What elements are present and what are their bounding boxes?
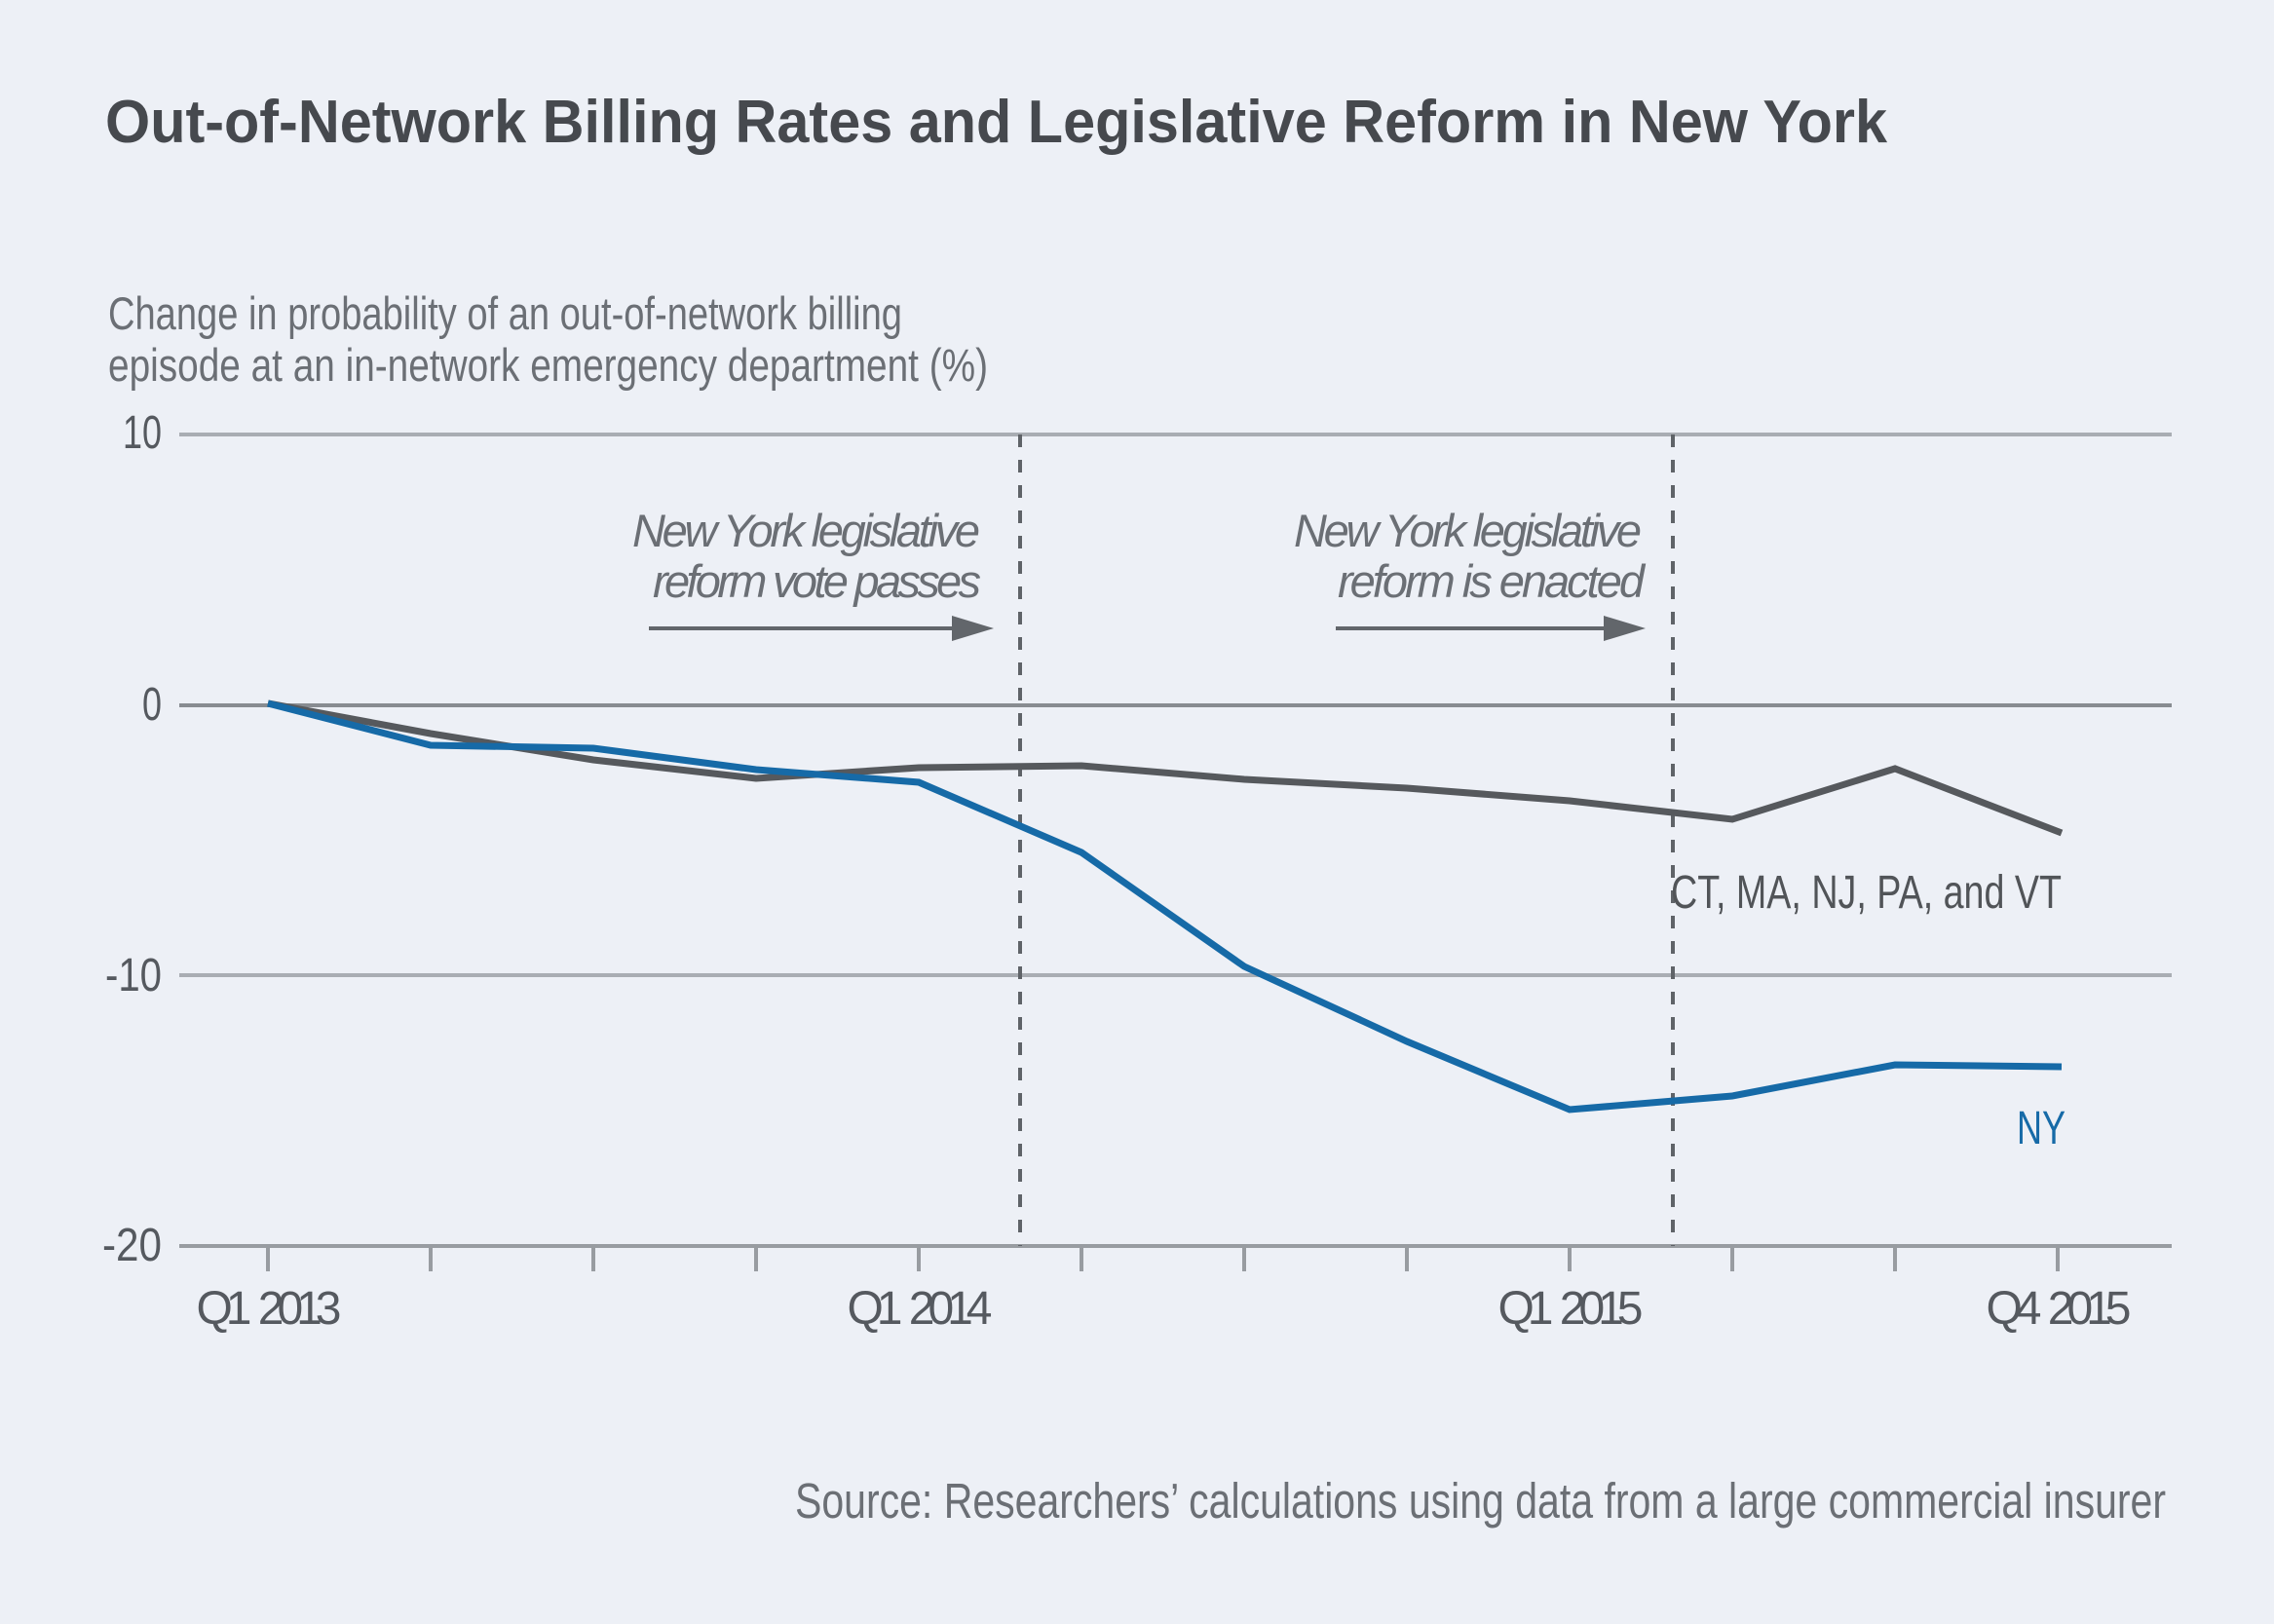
svg-text:CT, MA, NJ, PA, and VT: CT, MA, NJ, PA, and VT	[1671, 867, 2062, 919]
svg-text:-10: -10	[105, 950, 162, 1001]
svg-text:Q4 2015: Q4 2015	[1987, 1283, 2132, 1335]
svg-text:-20: -20	[102, 1220, 162, 1271]
svg-text:10: 10	[123, 407, 162, 459]
svg-text:Source: Researchers’ calculati: Source: Researchers’ calculations using …	[795, 1473, 2166, 1529]
svg-text:reform vote passes: reform vote passes	[653, 555, 981, 607]
svg-text:reform is enacted: reform is enacted	[1338, 555, 1647, 607]
svg-text:Q1 2013: Q1 2013	[197, 1283, 342, 1335]
svg-text:Q1 2015: Q1 2015	[1498, 1283, 1644, 1335]
svg-text:New York legislative: New York legislative	[1294, 505, 1642, 556]
svg-text:0: 0	[142, 679, 162, 731]
svg-text:Out-of-Network Billing Rates a: Out-of-Network Billing Rates and Legisla…	[105, 89, 1887, 156]
svg-text:Change in probability of an ou: Change in probability of an out-of-netwo…	[108, 287, 902, 339]
svg-text:New York legislative: New York legislative	[632, 505, 980, 556]
svg-text:NY: NY	[2017, 1103, 2066, 1154]
svg-text:episode at an in-network emerg: episode at an in-network emergency depar…	[108, 339, 988, 391]
svg-text:Q1 2014: Q1 2014	[848, 1283, 993, 1335]
